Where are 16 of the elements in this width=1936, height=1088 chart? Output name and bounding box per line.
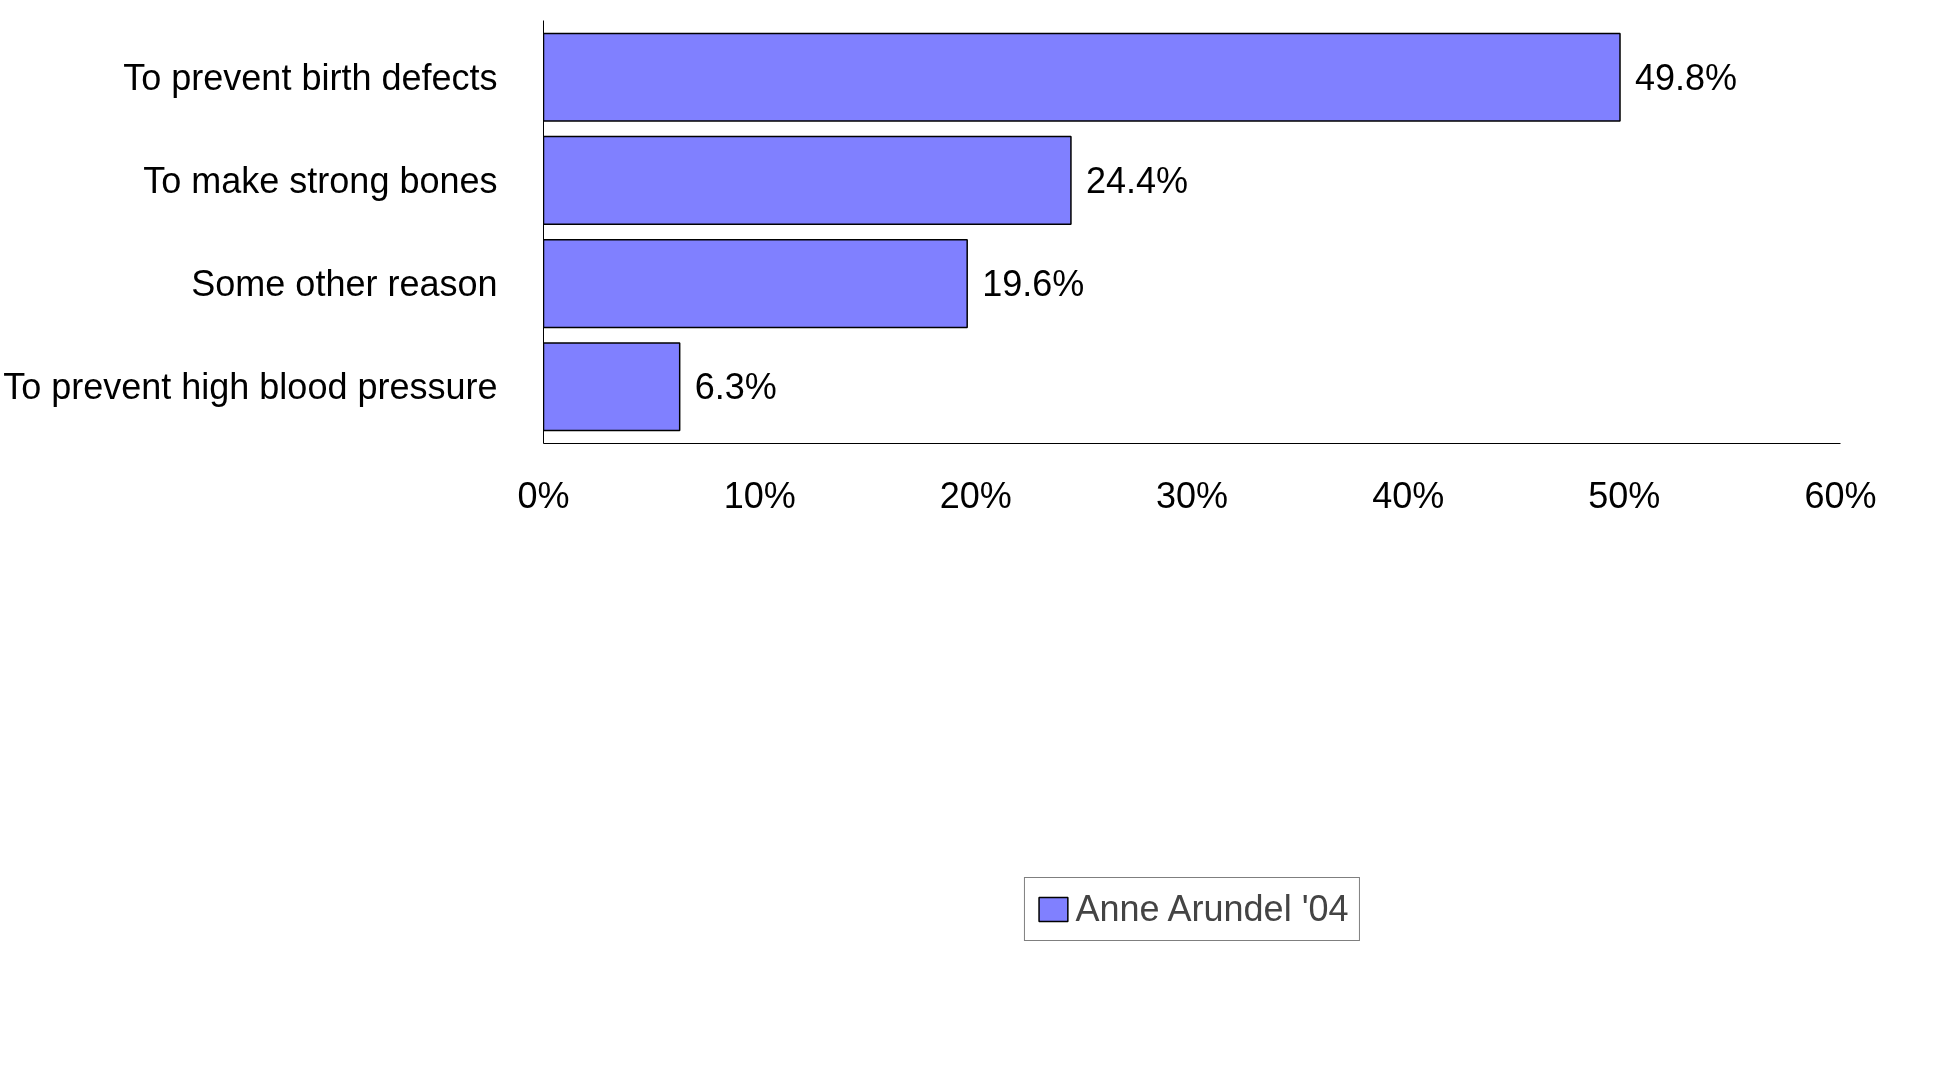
x-tick-label: 10% <box>723 474 796 516</box>
x-tick-label: 0% <box>517 474 570 516</box>
data-label: 49.8% <box>1635 56 1738 98</box>
x-tick-label: 50% <box>1588 474 1661 516</box>
x-tick-label: 60% <box>1804 474 1877 516</box>
x-tick-label: 30% <box>1155 474 1229 516</box>
y-tick-label: Some other reason <box>191 263 498 305</box>
y-tick-label: To make strong bones <box>143 159 498 201</box>
data-label: 19.6% <box>982 263 1085 305</box>
legend-label: Anne Arundel '04 <box>1075 887 1349 930</box>
y-tick-label: To prevent high blood pressure <box>3 366 498 408</box>
data-label: 6.3% <box>694 366 777 408</box>
x-tick-label: 20% <box>939 474 1012 516</box>
data-label: 24.4% <box>1085 159 1189 201</box>
x-tick-label: 40% <box>1372 474 1445 516</box>
y-tick-label: To prevent birth defects <box>123 56 498 98</box>
